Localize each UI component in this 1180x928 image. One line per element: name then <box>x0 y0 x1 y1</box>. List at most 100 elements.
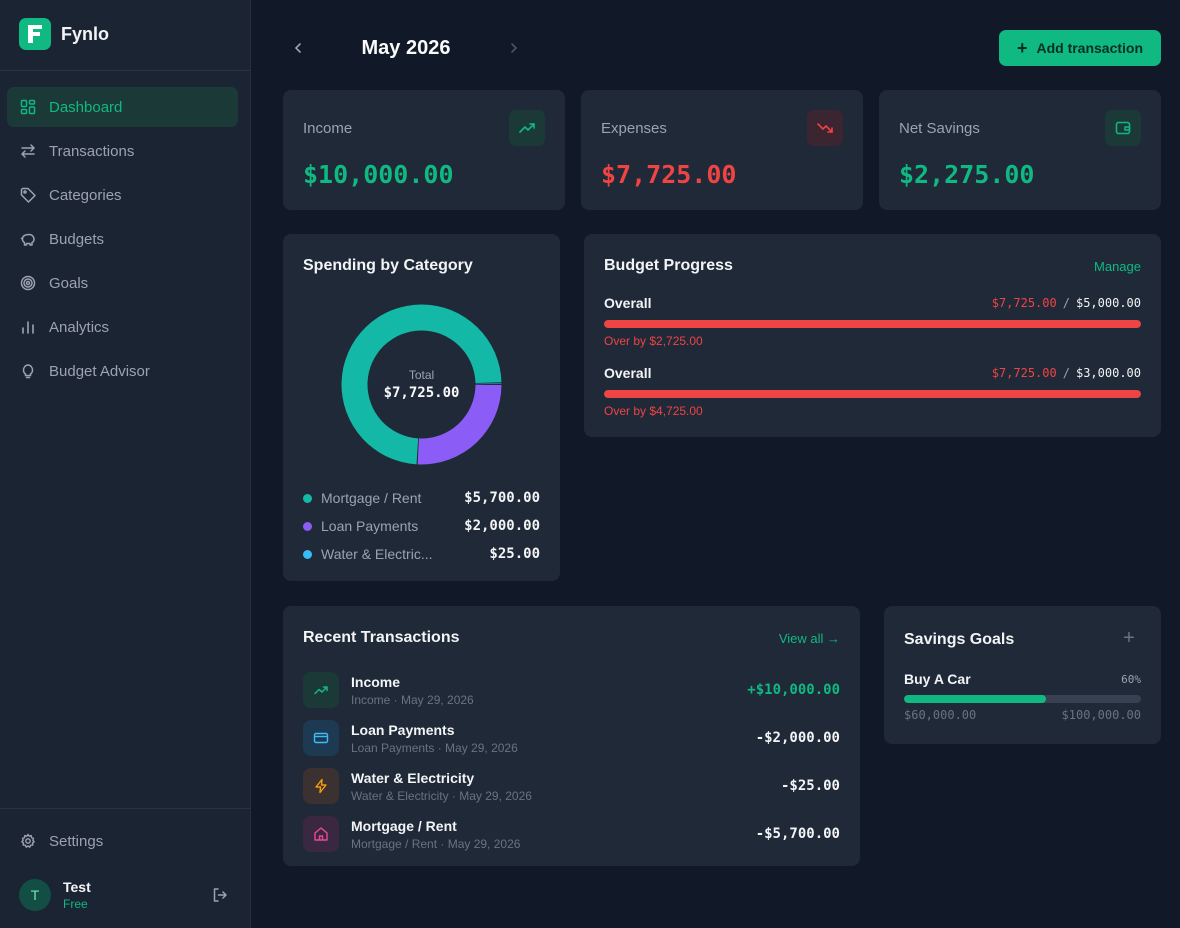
trending-up-icon <box>303 672 339 708</box>
spending-donut: Total $7,725.00 <box>340 303 503 466</box>
budget-progress-bar <box>604 390 1141 398</box>
legend-value: $5,700.00 <box>464 490 540 506</box>
app-name: Fynlo <box>61 23 109 44</box>
plus-icon: + <box>1016 38 1028 58</box>
sidebar-item-label: Dashboard <box>49 98 123 116</box>
lightning-icon <box>303 768 339 804</box>
sidebar-divider <box>0 70 250 71</box>
manage-link[interactable]: Manage <box>1094 259 1141 274</box>
net-savings-label: Net Savings <box>899 120 980 137</box>
credit-card-icon <box>303 720 339 756</box>
legend-name: Loan Payments <box>321 518 419 534</box>
budget-progress-bar <box>604 320 1141 328</box>
income-card: Income $10,000.00 <box>283 90 565 210</box>
sidebar-divider <box>0 808 250 809</box>
donut-slice-loan[interactable] <box>417 384 502 465</box>
legend-dot <box>303 493 312 503</box>
savings-goals-card: Savings Goals + Buy A Car 60% $60,000.00… <box>884 606 1161 744</box>
transaction-meta: Loan Payments · May 29, 2026 <box>351 740 518 755</box>
donut-total-label: Total <box>408 368 435 382</box>
user-plan: Free <box>63 897 88 911</box>
sidebar-item-analytics[interactable]: Analytics <box>7 307 238 347</box>
income-label: Income <box>303 120 353 137</box>
chevron-left-icon[interactable] <box>288 38 308 58</box>
budget-limit: $5,000.00 <box>1075 296 1141 310</box>
transaction-name: Income <box>351 673 401 690</box>
month-title: May 2026 <box>361 36 451 59</box>
sidebar-item-categories[interactable]: Categories <box>7 175 238 215</box>
savings-goals-title: Savings Goals <box>904 631 1015 648</box>
transaction-row[interactable]: Mortgage / Rent Mortgage / Rent · May 29… <box>303 810 840 858</box>
budget-amounts: $7,725.00 / $5,000.00 <box>992 296 1141 310</box>
budget-separator: / <box>1062 366 1070 380</box>
budget-progress-fill <box>604 390 1141 398</box>
sidebar-item-dashboard[interactable]: Dashboard <box>7 87 238 127</box>
tag-icon <box>20 187 36 203</box>
sidebar-item-label: Analytics <box>49 318 110 336</box>
budget-progress-fill <box>604 320 1141 328</box>
budget-row: Overall $7,725.00 / $3,000.00 Over by $4,7… <box>604 365 1141 418</box>
transaction-row[interactable]: Income Income · May 29, 2026 +$10,000.00 <box>303 666 840 714</box>
target-icon <box>20 275 36 291</box>
sidebar-item-label: Transactions <box>49 142 135 160</box>
recent-transactions-title: Recent Transactions <box>303 629 460 646</box>
transaction-amount: -$25.00 <box>780 778 840 794</box>
trending-up-icon <box>509 110 545 146</box>
chevron-right-icon[interactable] <box>504 38 524 58</box>
goal-progress-bar <box>904 695 1141 703</box>
expenses-value: $7,725.00 <box>601 160 737 189</box>
budget-progress-title: Budget Progress <box>604 257 733 274</box>
lightbulb-icon <box>20 363 36 379</box>
avatar: T <box>19 879 51 911</box>
add-transaction-button[interactable]: + Add transaction <box>999 30 1161 66</box>
donut-slice-mortgage[interactable] <box>341 304 502 465</box>
transaction-amount: -$2,000.00 <box>755 730 840 746</box>
sidebar: Fynlo Dashboard Transactions Categories <box>0 0 251 928</box>
brand[interactable]: Fynlo <box>19 18 109 50</box>
transaction-row[interactable]: Loan Payments Loan Payments · May 29, 20… <box>303 714 840 762</box>
spending-legend: Mortgage / Rent $5,700.00 Loan Payments … <box>303 484 540 568</box>
home-icon <box>303 816 339 852</box>
fynlo-logo-icon <box>19 18 51 50</box>
view-all-link[interactable]: View all → <box>778 631 840 646</box>
sidebar-item-label: Goals <box>49 274 89 292</box>
goal-progress-fill <box>904 695 1047 703</box>
budget-amounts: $7,725.00 / $3,000.00 <box>992 366 1141 380</box>
transaction-name: Loan Payments <box>351 721 455 738</box>
legend-value: $2,000.00 <box>464 518 540 534</box>
trending-down-icon <box>807 110 843 146</box>
transaction-name: Mortgage / Rent <box>351 817 457 834</box>
sidebar-item-settings[interactable]: Settings <box>7 821 238 861</box>
add-goal-button[interactable]: + <box>1123 627 1135 649</box>
user-profile[interactable]: T Test Free <box>19 878 229 912</box>
transaction-meta: Mortgage / Rent · May 29, 2026 <box>351 836 521 851</box>
goal-name: Buy A Car <box>904 671 971 687</box>
gear-icon <box>20 833 36 849</box>
sidebar-item-budgets[interactable]: Budgets <box>7 219 238 259</box>
sidebar-item-budget-advisor[interactable]: Budget Advisor <box>7 351 238 391</box>
legend-item: Water & Electric... $25.00 <box>303 540 540 568</box>
bar-chart-icon <box>20 319 36 335</box>
expenses-card: Expenses $7,725.00 <box>581 90 863 210</box>
budget-limit: $3,000.00 <box>1075 366 1141 380</box>
donut-slice-water[interactable] <box>475 383 502 385</box>
arrows-icon <box>20 143 36 159</box>
goal-item[interactable]: Buy A Car 60% $60,000.00 $100,000.00 <box>904 671 1141 722</box>
budget-over-text: Over by $4,725.00 <box>604 404 703 418</box>
transaction-row[interactable]: Water & Electricity Water & Electricity … <box>303 762 840 810</box>
transaction-amount: +$10,000.00 <box>747 682 840 698</box>
budget-spent: $7,725.00 <box>991 366 1057 380</box>
legend-dot <box>303 549 312 559</box>
budget-name: Overall <box>604 365 652 381</box>
legend-item: Loan Payments $2,000.00 <box>303 512 540 540</box>
expenses-label: Expenses <box>601 120 667 137</box>
sidebar-item-goals[interactable]: Goals <box>7 263 238 303</box>
sidebar-item-transactions[interactable]: Transactions <box>7 131 238 171</box>
legend-item: Mortgage / Rent $5,700.00 <box>303 484 540 512</box>
goal-percent: 60% <box>1121 673 1141 686</box>
logout-icon[interactable] <box>211 886 229 904</box>
add-transaction-label: Add transaction <box>1036 40 1144 56</box>
piggy-bank-icon <box>20 231 36 247</box>
legend-dot <box>303 521 312 531</box>
budget-progress-card: Budget Progress Manage Overall $7,725.00… <box>584 234 1161 437</box>
